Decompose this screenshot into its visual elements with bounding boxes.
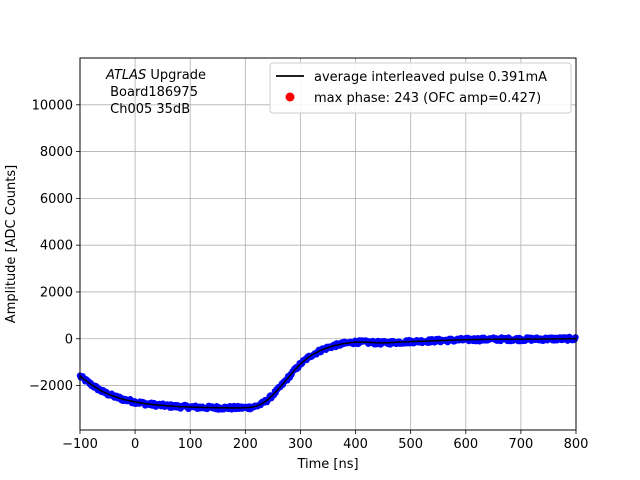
x-tick-label: 600 xyxy=(453,437,478,452)
legend-marker-swatch xyxy=(285,92,295,102)
annotation-atlas: ATLAS xyxy=(105,68,146,83)
y-tick-label: 2000 xyxy=(40,285,73,300)
y-axis-label: Amplitude [ADC Counts] xyxy=(4,165,19,323)
x-tick-label: 700 xyxy=(508,437,533,452)
legend-entry-average: average interleaved pulse 0.391mA xyxy=(314,70,547,85)
y-tick-label: 0 xyxy=(65,332,73,347)
annotation-board: Board186975 xyxy=(106,85,198,100)
x-tick-label: 800 xyxy=(564,437,589,452)
annotation-upgrade: Upgrade xyxy=(146,68,206,83)
legend: average interleaved pulse 0.391mA max ph… xyxy=(269,62,572,114)
x-tick-label: 100 xyxy=(178,437,203,452)
annotation-line-1: ATLAS Upgrade xyxy=(105,68,206,83)
x-tick-label: −100 xyxy=(62,437,98,452)
average-pulse-path xyxy=(79,338,577,409)
atlas-annotation: ATLAS Upgrade Board186975 Ch005 35dB xyxy=(105,68,206,117)
legend-box xyxy=(269,62,572,114)
y-tick-label: 4000 xyxy=(40,239,73,254)
x-axis-ticks: −100 0 100 200 300 400 500 600 700 800 xyxy=(62,430,588,452)
y-tick-label: 8000 xyxy=(40,145,73,160)
y-tick-label: 10000 xyxy=(32,98,73,113)
x-tick-label: 400 xyxy=(343,437,368,452)
y-tick-label: 6000 xyxy=(40,192,73,207)
x-tick-label: 0 xyxy=(131,437,139,452)
annotation-channel: Ch005 35dB xyxy=(106,102,190,117)
x-tick-label: 300 xyxy=(288,437,313,452)
y-tick-label: −2000 xyxy=(29,379,73,394)
y-axis-ticks: −2000 0 2000 4000 6000 8000 10000 xyxy=(29,98,80,394)
axes-background xyxy=(80,58,576,430)
average-pulse-line xyxy=(79,338,577,409)
legend-entry-max-phase: max phase: 243 (OFC amp=0.427) xyxy=(314,91,541,106)
x-axis-label: Time [ns] xyxy=(296,457,358,472)
x-tick-label: 500 xyxy=(398,437,423,452)
axes-frame xyxy=(79,57,577,431)
x-tick-label: 200 xyxy=(233,437,258,452)
